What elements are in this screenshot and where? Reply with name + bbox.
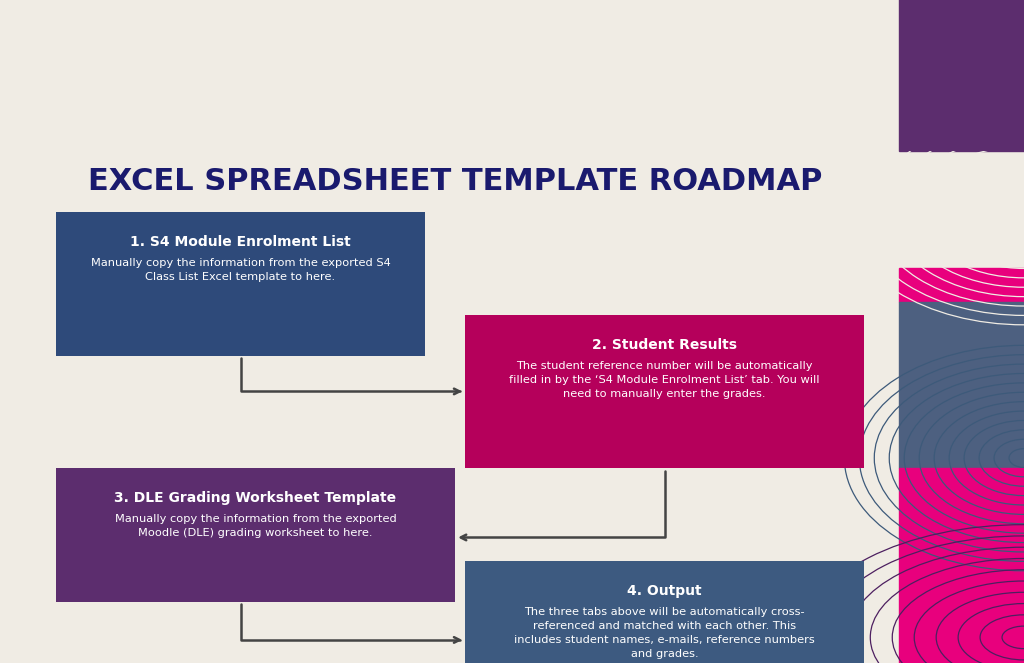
FancyBboxPatch shape: [56, 212, 425, 355]
Text: EXCEL SPREADSHEET TEMPLATE ROADMAP: EXCEL SPREADSHEET TEMPLATE ROADMAP: [88, 167, 822, 196]
Text: Manually copy the information from the exported S4
Class List Excel template to : Manually copy the information from the e…: [91, 258, 390, 282]
FancyBboxPatch shape: [465, 560, 864, 663]
FancyBboxPatch shape: [56, 468, 455, 601]
Bar: [899, 269, 1024, 302]
Text: 1. S4 Module Enrolment List: 1. S4 Module Enrolment List: [130, 235, 351, 249]
Text: The student reference number will be automatically
filled in by the ‘S4 Module E: The student reference number will be aut…: [510, 361, 820, 398]
FancyBboxPatch shape: [465, 314, 864, 468]
Text: 2. Student Results: 2. Student Results: [592, 337, 737, 351]
Bar: [899, 302, 1024, 468]
Bar: [899, 468, 1024, 663]
Text: 3. DLE Grading Worksheet Template: 3. DLE Grading Worksheet Template: [115, 491, 396, 505]
Text: 4. Output: 4. Output: [628, 583, 702, 597]
Bar: [899, 0, 1024, 151]
Text: The three tabs above will be automatically cross-
referenced and matched with ea: The three tabs above will be automatical…: [514, 607, 815, 658]
Text: Manually copy the information from the exported
Moodle (DLE) grading worksheet t: Manually copy the information from the e…: [115, 514, 396, 538]
